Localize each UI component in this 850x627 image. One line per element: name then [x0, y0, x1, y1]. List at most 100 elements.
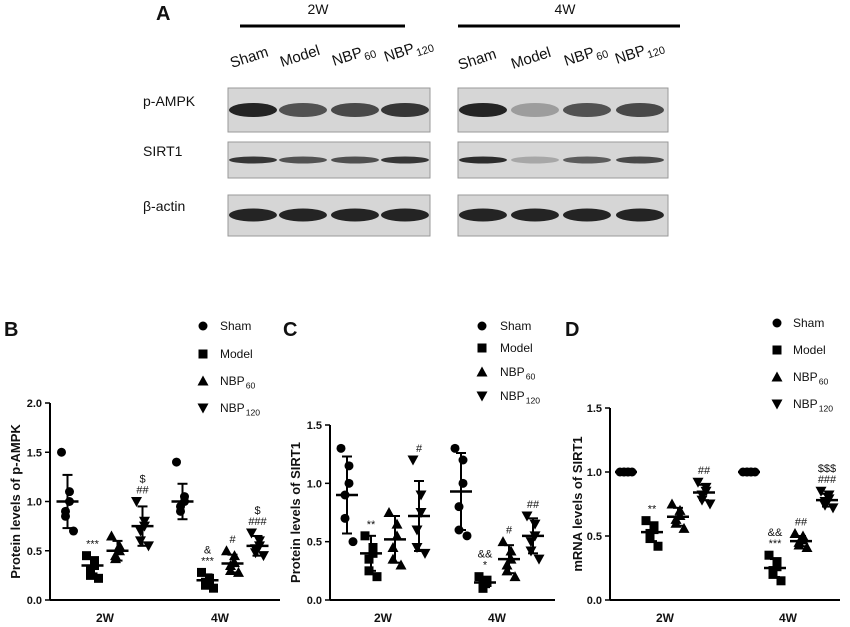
- group-label: 2W: [308, 1, 330, 17]
- point: [477, 321, 487, 331]
- panel-label: C: [283, 319, 297, 341]
- lane-label-text-sub: 60: [363, 48, 378, 63]
- significance-label: ##: [527, 499, 540, 511]
- legend-label: Model: [220, 347, 253, 361]
- point: [360, 531, 370, 541]
- band: [616, 208, 664, 222]
- point: [462, 531, 472, 541]
- legend-label: NBP: [220, 401, 245, 415]
- x-tick-label: 2W: [374, 611, 393, 625]
- significance-label: &&: [478, 549, 493, 561]
- legend-label: NBP: [793, 397, 818, 411]
- significance-label: ##: [698, 465, 711, 477]
- point: [645, 534, 655, 544]
- y-tick-label: 0.5: [27, 546, 42, 558]
- band: [279, 103, 327, 117]
- point: [198, 321, 208, 331]
- significance-label: **: [648, 504, 657, 516]
- point: [772, 318, 782, 328]
- y-tick-label: 0.0: [587, 595, 602, 607]
- significance-label: ###: [248, 516, 267, 528]
- band: [459, 103, 507, 117]
- band: [279, 208, 327, 222]
- point: [348, 537, 358, 547]
- band: [511, 156, 559, 164]
- point: [372, 572, 382, 582]
- point: [82, 551, 91, 561]
- point: [771, 399, 783, 410]
- significance-label: $: [254, 505, 260, 517]
- y-tick-label: 1.5: [307, 420, 322, 432]
- legend-label: NBP: [793, 370, 818, 384]
- y-tick-label: 1.0: [307, 478, 322, 490]
- panel-label: B: [4, 319, 18, 341]
- legend-label: NBP: [500, 365, 525, 379]
- point: [172, 457, 181, 467]
- significance-label: ##: [136, 485, 149, 497]
- band: [381, 103, 429, 117]
- point: [94, 573, 103, 583]
- legend-label: Model: [793, 343, 826, 357]
- significance-label: &&: [768, 527, 783, 539]
- point: [383, 507, 395, 517]
- point: [764, 550, 774, 560]
- y-axis-title: Protein levels of SIRT1: [288, 442, 303, 583]
- point: [143, 541, 154, 552]
- band: [331, 156, 379, 164]
- x-tick-label: 4W: [488, 611, 507, 625]
- point: [340, 513, 350, 523]
- band: [511, 208, 559, 222]
- y-axis-title: mRNA levels of SIRT1: [570, 436, 585, 571]
- significance-label: *: [483, 560, 488, 572]
- band: [229, 103, 277, 117]
- point: [801, 542, 813, 553]
- legend-label: Sham: [793, 316, 824, 330]
- point: [776, 576, 786, 586]
- row-label: β-actin: [143, 198, 185, 214]
- legend-label: Sham: [500, 319, 531, 333]
- significance-label: ###: [818, 474, 837, 486]
- point: [65, 487, 74, 497]
- point: [521, 511, 533, 522]
- point: [368, 543, 378, 552]
- x-tick-label: 4W: [779, 611, 798, 625]
- point: [692, 477, 704, 488]
- band: [616, 103, 664, 117]
- y-tick-label: 1.0: [27, 497, 42, 509]
- point: [474, 572, 484, 582]
- point: [344, 461, 354, 471]
- legend-label-sub: 60: [526, 372, 536, 382]
- band: [563, 103, 611, 117]
- point: [395, 559, 407, 570]
- band: [331, 208, 379, 222]
- point: [336, 443, 346, 453]
- point: [197, 375, 209, 386]
- row-label: SIRT1: [143, 143, 183, 159]
- point: [450, 443, 460, 453]
- point: [772, 557, 782, 567]
- y-tick-label: 0.5: [587, 531, 602, 543]
- row-label: p-AMPK: [143, 93, 196, 109]
- point: [86, 570, 95, 580]
- y-tick-label: 0.0: [27, 595, 42, 607]
- legend-label: Sham: [220, 319, 251, 333]
- band: [511, 103, 559, 117]
- point: [176, 506, 185, 516]
- point: [233, 566, 244, 577]
- band: [563, 156, 611, 164]
- point: [364, 554, 374, 564]
- point: [61, 511, 70, 521]
- point: [678, 522, 690, 533]
- point: [454, 502, 464, 512]
- point: [197, 567, 206, 577]
- x-tick-label: 4W: [211, 611, 230, 625]
- point: [458, 478, 468, 488]
- point: [653, 541, 663, 551]
- point: [641, 516, 651, 526]
- point: [476, 391, 488, 402]
- point: [476, 366, 488, 377]
- legend-label: NBP: [500, 389, 525, 403]
- y-tick-label: 1.5: [27, 447, 42, 459]
- group-label: 4W: [555, 1, 577, 17]
